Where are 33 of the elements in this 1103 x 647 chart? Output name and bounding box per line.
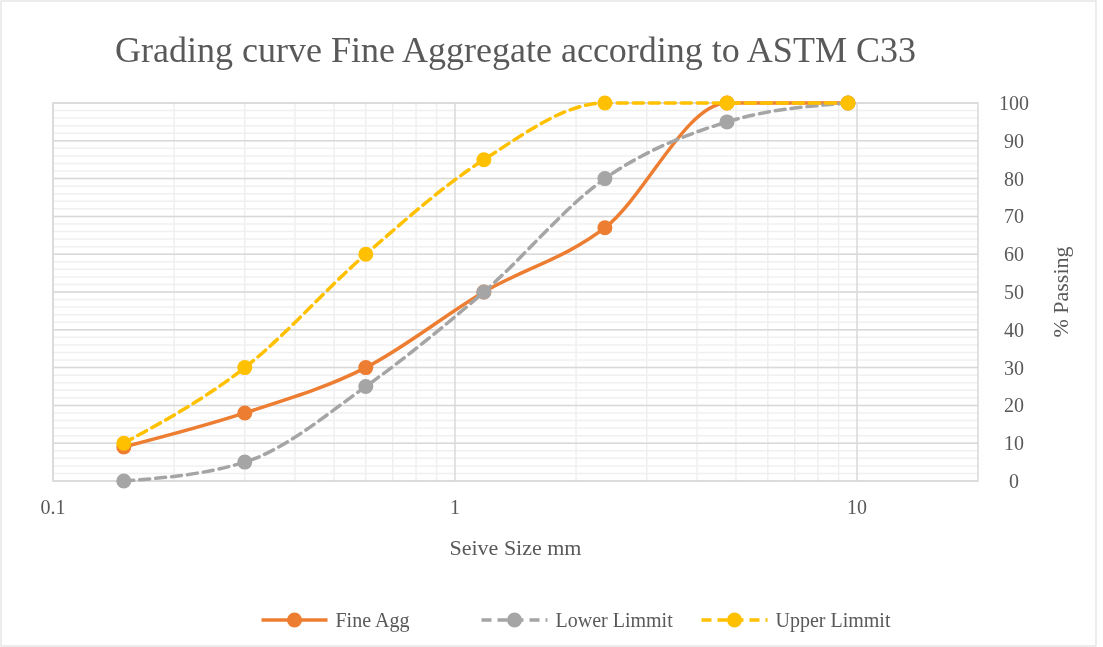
legend-label: Fine Agg (335, 609, 410, 632)
y-tick-label: 30 (1004, 356, 1024, 379)
x-tick-label: 10 (846, 496, 867, 518)
y-tick-label: 100 (999, 92, 1029, 114)
y-tick-label: 40 (1004, 318, 1024, 341)
point (719, 114, 735, 130)
y-axis-title: % Passing (1048, 246, 1073, 338)
x-tick-label: 1 (449, 496, 460, 518)
point (597, 95, 613, 111)
y-tick-label: 0 (1009, 470, 1019, 492)
y-tick-label: 50 (1004, 281, 1024, 303)
point (597, 171, 613, 187)
point (116, 473, 132, 489)
x-tick-label: 0.1 (40, 496, 66, 518)
x-axis-title: Seive Size mm (449, 535, 582, 560)
point (358, 246, 374, 262)
point (237, 360, 253, 376)
legend-label: Lower Limmit (555, 609, 674, 631)
point (116, 435, 132, 451)
chart-title: Grading curve Fine Aggregate according to ASTM C33 (115, 30, 916, 70)
point (237, 454, 253, 470)
point (358, 360, 374, 376)
point (476, 152, 492, 168)
y-tick-label: 20 (1004, 394, 1024, 417)
point (237, 405, 253, 421)
legend-label: Upper Limmit (775, 609, 891, 632)
y-tick-label: 80 (1004, 167, 1024, 190)
y-tick-label: 60 (1004, 243, 1024, 266)
point (358, 379, 374, 394)
point (597, 220, 613, 236)
y-tick-label: 10 (1004, 432, 1024, 455)
y-tick-label: 70 (1004, 205, 1024, 228)
y-tick-label: 90 (1004, 129, 1024, 152)
